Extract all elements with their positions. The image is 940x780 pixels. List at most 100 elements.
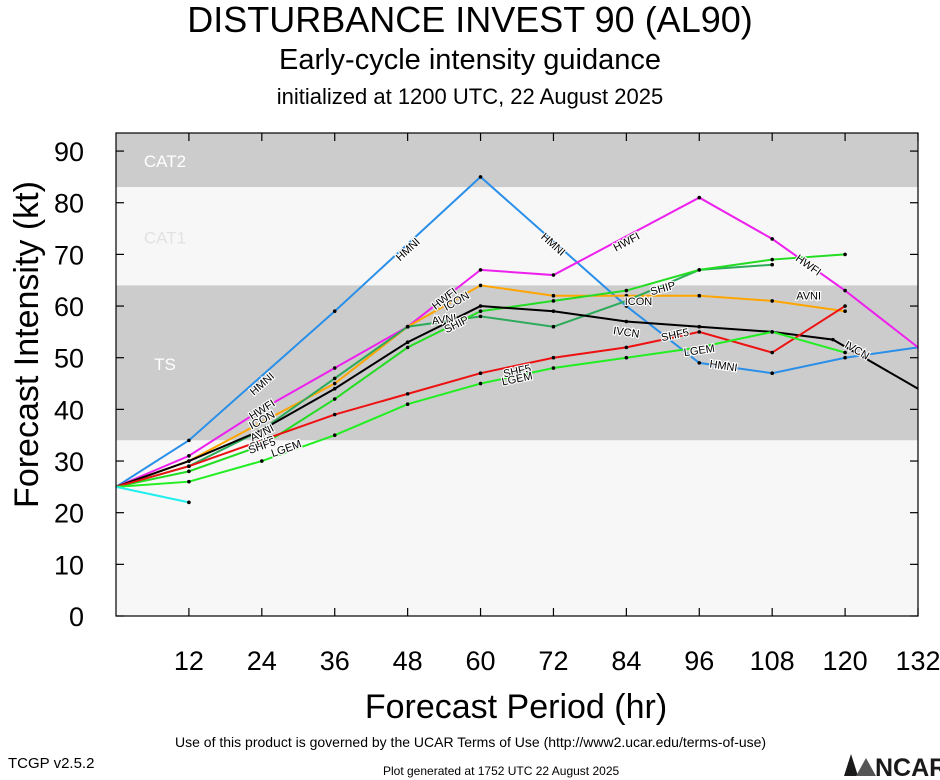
band (116, 285, 918, 441)
data-point (405, 402, 410, 407)
data-point (405, 392, 410, 396)
data-point (551, 324, 556, 329)
data-point (624, 288, 629, 293)
data-point (478, 175, 483, 179)
data-point (624, 345, 629, 350)
data-point (260, 428, 264, 432)
terms-of-use-text: Use of this product is governed by the U… (175, 734, 767, 750)
data-point (332, 397, 337, 401)
data-point (551, 299, 556, 303)
data-point (770, 237, 774, 241)
data-point (624, 319, 629, 324)
x-tick-label: 84 (611, 646, 641, 676)
data-point (843, 309, 847, 314)
data-point (697, 324, 702, 329)
x-tick-label: 72 (538, 646, 568, 676)
band-label: TS (154, 355, 176, 374)
data-point (770, 262, 774, 267)
chart-init-time: initialized at 1200 UTC, 22 August 2025 (276, 84, 664, 109)
y-tick-label: 20 (54, 499, 84, 529)
data-point (260, 420, 264, 425)
band (116, 187, 918, 286)
y-tick-label: 40 (54, 395, 84, 425)
data-point (770, 371, 774, 376)
version-text: TCGP v2.5.2 (8, 755, 95, 772)
x-tick-label: 108 (750, 646, 795, 676)
y-tick-label: 90 (54, 137, 84, 167)
intensity-bands (116, 133, 918, 616)
band-label: CAT2 (144, 152, 186, 171)
data-point (831, 337, 835, 342)
y-tick-label: 60 (54, 292, 84, 322)
x-tick-label: 24 (247, 646, 277, 676)
series-label-avni: AVNI (796, 291, 821, 303)
band (116, 440, 918, 616)
data-point (332, 376, 337, 381)
band-labels: CAT2 CAT1 TS (144, 152, 186, 374)
data-point (770, 350, 774, 355)
x-tick-label: 120 (823, 646, 868, 676)
data-point (187, 459, 191, 463)
data-point (843, 304, 847, 308)
data-point (551, 293, 556, 298)
data-point (624, 304, 629, 308)
data-point (770, 257, 774, 262)
data-point (770, 299, 774, 303)
series-label-lgem: LGEM (683, 343, 716, 359)
data-point (624, 293, 629, 298)
data-point (478, 314, 483, 319)
data-point (478, 283, 483, 288)
data-point (332, 433, 337, 437)
generated-time-text: Plot generated at 1752 UTC 22 August 202… (383, 764, 620, 778)
band-label: CAT1 (144, 228, 186, 247)
x-tick-label: 60 (466, 646, 496, 676)
data-point (260, 438, 264, 443)
data-point (624, 355, 629, 360)
y-tick-label: 70 (54, 240, 84, 270)
ncar-logo: NCAR (844, 754, 940, 780)
series-line-avni (115, 263, 773, 488)
x-tick-label: 132 (895, 646, 940, 676)
data-point (551, 309, 556, 314)
y-tick-label: 50 (54, 344, 84, 374)
data-point (260, 407, 264, 412)
data-point (843, 350, 847, 355)
series-label-hmni: HMNI (709, 359, 739, 375)
x-tick-label: 12 (174, 646, 204, 676)
y-tick-label: 0 (69, 602, 84, 632)
x-tick-label: 36 (320, 646, 350, 676)
data-point (332, 381, 337, 386)
data-point (332, 309, 337, 314)
data-point (551, 366, 556, 370)
chart-subtitle: Early-cycle intensity guidance (278, 44, 661, 76)
data-point (551, 355, 556, 360)
axes: 12 24 36 48 60 72 84 96 108 120 132 0 10 20 30 40 50 60 70… (54, 133, 940, 676)
data-point (478, 304, 483, 308)
data-point (187, 454, 191, 458)
plot-frame (115, 132, 919, 617)
ncar-logo-text: NCAR (875, 754, 940, 780)
data-point (478, 381, 483, 386)
data-point (187, 438, 191, 443)
data-point (697, 361, 702, 365)
y-axis-label: Forecast Intensity (kt) (8, 181, 46, 508)
data-point (332, 386, 337, 391)
data-point (478, 268, 483, 272)
data-point (405, 340, 410, 345)
data-point (187, 464, 191, 468)
data-point (624, 299, 629, 303)
data-point (843, 252, 847, 257)
x-tick-label: 96 (684, 646, 714, 676)
data-point (332, 366, 337, 370)
ncar-logo-mark (856, 758, 876, 776)
data-point (843, 355, 847, 360)
series-line-cyan (115, 485, 190, 504)
data-point (770, 330, 774, 334)
chart-title: DISTURBANCE INVEST 90 (AL90) (187, 0, 753, 40)
data-point (697, 293, 702, 298)
data-point (697, 345, 702, 350)
series-line-ivcn (115, 305, 919, 488)
y-tick-label: 30 (54, 447, 84, 477)
data-point (260, 443, 264, 448)
